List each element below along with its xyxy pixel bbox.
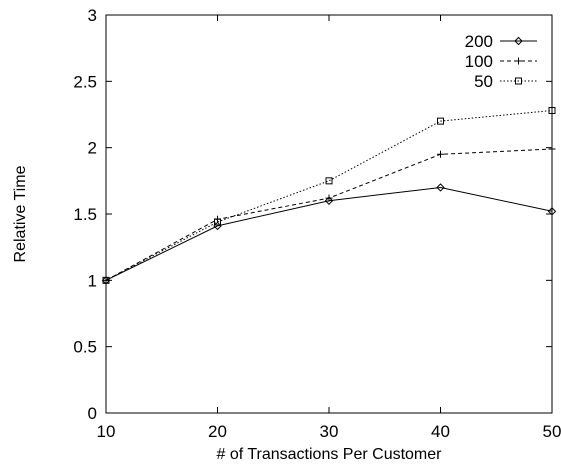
y-tick-label: 0 <box>88 404 97 423</box>
x-tick-label: 10 <box>97 422 116 441</box>
x-tick-label: 40 <box>431 422 450 441</box>
data-point-50 <box>102 276 110 284</box>
series-markers <box>101 107 557 285</box>
legend-label-100: 100 <box>465 52 493 71</box>
y-tick-label: 1 <box>88 271 97 290</box>
data-point-100 <box>437 150 444 158</box>
y-tick-label: 1.5 <box>73 205 97 224</box>
data-point-100 <box>325 194 333 202</box>
data-point-200 <box>324 196 334 205</box>
legend-label-50: 50 <box>474 72 493 91</box>
series-line-100 <box>105 148 553 281</box>
x-axis-label: # of Transactions Per Customer <box>217 446 443 463</box>
data-point-50 <box>548 107 556 115</box>
legend-label-200: 200 <box>465 32 493 51</box>
data-point-200 <box>436 183 445 192</box>
data-point-50 <box>325 177 333 185</box>
y-tick-label: 3 <box>88 6 97 25</box>
data-point-50 <box>214 218 221 226</box>
data-point-50 <box>437 117 444 125</box>
axis-ticks <box>105 14 553 414</box>
data-point-100 <box>102 276 110 284</box>
legend-marker-50 <box>515 77 522 85</box>
y-axis-label: Relative Time <box>12 165 29 262</box>
y-tick-label: 2.5 <box>73 72 97 91</box>
x-tick-label: 30 <box>320 422 339 441</box>
data-point-200 <box>547 207 557 216</box>
y-tick-label: 0.5 <box>73 338 97 357</box>
data-point-100 <box>548 145 556 153</box>
legend-marker-200 <box>514 36 523 46</box>
x-tick-label: 50 <box>543 422 561 441</box>
axis-tick-labels: 10 20 30 40 50 0 0.5 1 1.5 2 2.5 3 <box>73 6 561 441</box>
legend-marker-100 <box>515 57 522 65</box>
x-tick-label: 20 <box>208 422 227 441</box>
y-tick-label: 2 <box>88 139 97 158</box>
